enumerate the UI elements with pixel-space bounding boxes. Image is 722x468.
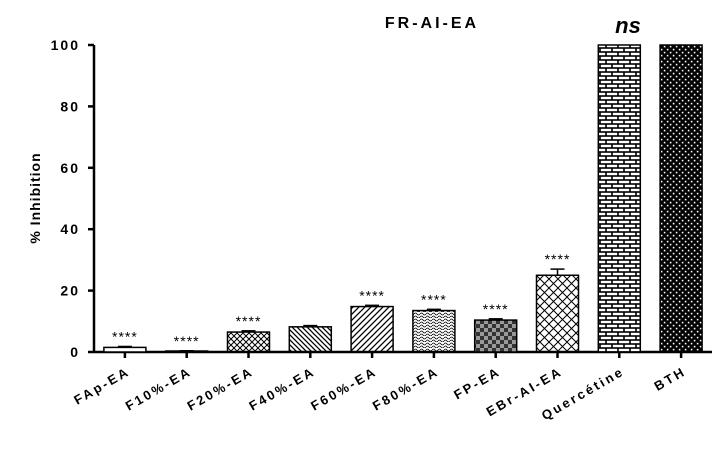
significance-label: **** — [359, 287, 385, 303]
bar — [226, 331, 271, 353]
bar — [473, 319, 518, 353]
category-label: BTH — [651, 364, 688, 394]
category-label: F80%-EA — [370, 364, 441, 414]
significance-label: **** — [174, 333, 200, 349]
bars: **** **** **** **** **** **** **** — [103, 44, 703, 353]
ns-annotation: ns — [615, 13, 641, 38]
chart-title: FR-AI-EA — [385, 15, 479, 32]
y-tick-label: 80 — [60, 98, 80, 114]
y-ticks: 0 20 40 60 80 100 — [51, 37, 94, 360]
category-label: F60%-EA — [308, 364, 379, 414]
category-label: F20%-EA — [185, 364, 256, 414]
significance-label: **** — [421, 291, 447, 307]
category-label: F40%-EA — [246, 364, 317, 414]
bar — [350, 305, 394, 353]
bar — [597, 44, 642, 353]
bar — [535, 274, 580, 353]
bar — [412, 309, 456, 353]
category-labels: FAp-EAF10%-EAF20%-EAF40%-EAF60%-EAF80%-E… — [71, 352, 689, 423]
category-label: FP-EA — [451, 364, 503, 403]
bar — [103, 346, 147, 353]
y-tick-label: 100 — [51, 37, 80, 53]
y-tick-label: 0 — [70, 344, 80, 360]
significance-label: **** — [545, 251, 571, 267]
y-axis-label: % Inhibition — [27, 152, 43, 243]
y-tick-label: 20 — [60, 283, 80, 299]
significance-label: **** — [112, 328, 138, 344]
y-tick-label: 40 — [60, 221, 80, 237]
y-tick-label: 60 — [60, 160, 80, 176]
bar — [288, 326, 333, 353]
significance-label: **** — [483, 301, 509, 317]
bar — [659, 44, 703, 353]
category-label: F10%-EA — [123, 364, 194, 414]
significance-label: **** — [236, 313, 262, 329]
